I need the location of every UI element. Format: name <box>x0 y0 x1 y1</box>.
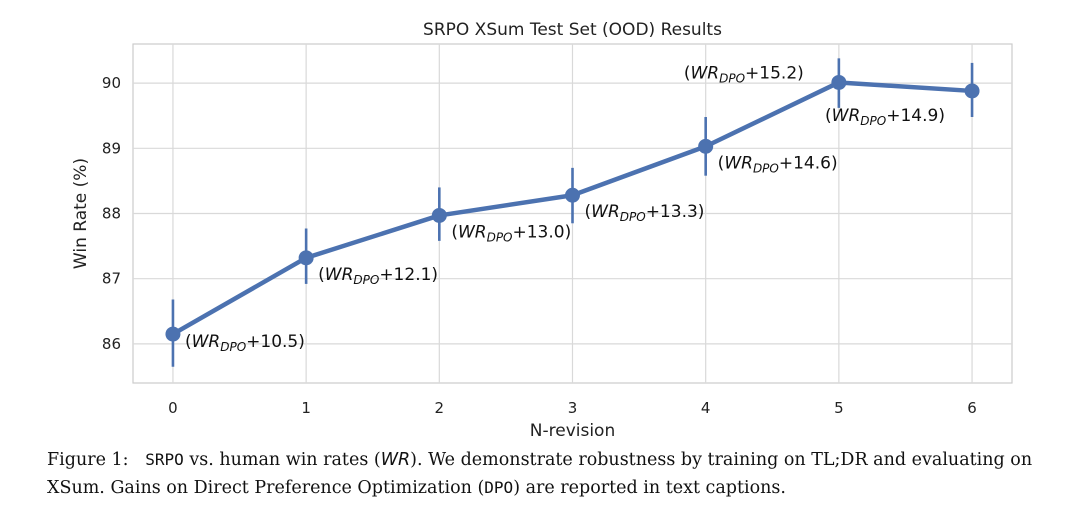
data-label: (WRDPO+15.2) <box>684 63 804 85</box>
chart-title: SRPO XSum Test Set (OOD) Results <box>423 20 722 40</box>
data-point <box>698 138 714 154</box>
data-point <box>165 326 181 342</box>
x-tick-label: 4 <box>701 399 711 417</box>
caption-text-3: ) are reported in text captions. <box>513 478 786 498</box>
data-point <box>964 83 980 99</box>
data-point <box>565 187 580 203</box>
data-point <box>831 74 847 90</box>
y-tick-label: 89 <box>102 139 121 157</box>
x-tick-label: 2 <box>435 399 445 417</box>
y-tick-label: 88 <box>102 205 121 223</box>
caption-srpo: SRPO <box>145 450 184 469</box>
data-label: (WRDPO+14.9) <box>825 106 945 128</box>
y-tick-label: 86 <box>102 335 121 353</box>
data-label: (WRDPO+12.1) <box>318 265 438 287</box>
x-tick-label: 1 <box>301 399 311 417</box>
caption-text-2: ). We demonstrate robustness by training… <box>47 450 1033 498</box>
data-label: (WRDPO+13.0) <box>451 222 571 244</box>
x-tick-label: 3 <box>568 399 578 417</box>
data-label: (WRDPO+13.3) <box>585 202 705 224</box>
win-rate-chart: 0 1 2 3 4 5 6 86 87 88 89 90 SRPO XSum Test Set (OOD… <box>71 20 1013 440</box>
x-tick-label: 5 <box>834 399 844 417</box>
caption-text-1: vs. human win rates ( <box>183 450 381 470</box>
y-axis-label: Win Rate (%) <box>71 158 91 269</box>
data-label: (WRDPO+14.6) <box>718 153 838 175</box>
data-point <box>431 207 447 223</box>
caption-wr: WR <box>380 450 411 470</box>
figure-caption: Figure 1: SRPO vs. human win rates (WR).… <box>47 446 1067 502</box>
data-point <box>298 250 314 266</box>
caption-label: Figure 1: <box>47 450 129 470</box>
x-tick-label: 6 <box>967 399 977 417</box>
x-tick-label: 0 <box>168 399 178 417</box>
caption-dpo: DPO <box>484 478 514 497</box>
data-label: (WRDPO+10.5) <box>185 332 305 354</box>
y-tick-label: 90 <box>102 74 121 92</box>
y-tick-label: 87 <box>102 270 121 288</box>
x-axis-label: N-revision <box>530 421 615 440</box>
